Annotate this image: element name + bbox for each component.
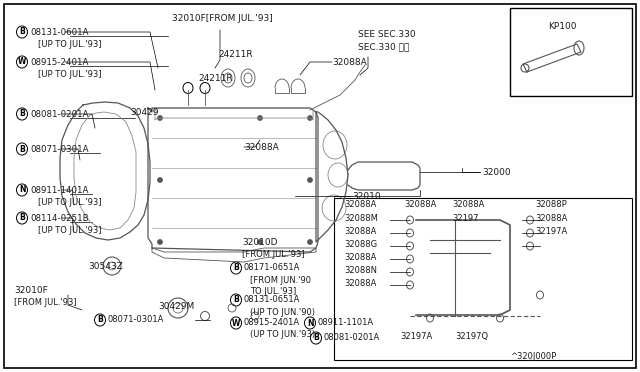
Text: B: B bbox=[19, 28, 25, 36]
Text: [UP TO JUL.'93]: [UP TO JUL.'93] bbox=[38, 40, 102, 49]
Text: 32010F[FROM JUL.'93]: 32010F[FROM JUL.'93] bbox=[172, 14, 273, 23]
Text: N: N bbox=[307, 318, 313, 327]
Text: 08171-0651A: 08171-0651A bbox=[244, 263, 300, 272]
Ellipse shape bbox=[307, 115, 312, 121]
Text: 32088A: 32088A bbox=[344, 279, 376, 288]
Ellipse shape bbox=[157, 115, 163, 121]
Text: [FROM JUL.'93]: [FROM JUL.'93] bbox=[242, 250, 305, 259]
Text: 08915-2401A: 08915-2401A bbox=[244, 318, 300, 327]
Text: 32197A: 32197A bbox=[535, 227, 567, 236]
Text: 08071-0301A: 08071-0301A bbox=[108, 315, 164, 324]
Text: 24211R: 24211R bbox=[218, 50, 253, 59]
Text: 32197Q: 32197Q bbox=[455, 332, 488, 341]
Text: 32088A: 32088A bbox=[344, 253, 376, 262]
Text: 32088M: 32088M bbox=[344, 214, 378, 223]
Text: 08131-0601A: 08131-0601A bbox=[30, 28, 88, 37]
Text: 32088A: 32088A bbox=[244, 143, 279, 152]
Text: SEE SEC.330: SEE SEC.330 bbox=[358, 30, 415, 39]
Text: 30429: 30429 bbox=[130, 108, 159, 117]
Text: 08911-1101A: 08911-1101A bbox=[318, 318, 374, 327]
Text: W: W bbox=[18, 58, 26, 67]
Text: 30429M: 30429M bbox=[158, 302, 195, 311]
Ellipse shape bbox=[307, 177, 312, 183]
Text: 24211R: 24211R bbox=[198, 74, 232, 83]
Text: 32088P: 32088P bbox=[535, 200, 567, 209]
Text: SEC.330 参照: SEC.330 参照 bbox=[358, 42, 410, 51]
Ellipse shape bbox=[157, 240, 163, 244]
Text: N: N bbox=[19, 186, 25, 195]
Text: B: B bbox=[19, 214, 25, 222]
Text: (UP TO JUN.'90): (UP TO JUN.'90) bbox=[250, 308, 315, 317]
Text: 32088A: 32088A bbox=[344, 200, 376, 209]
Text: B: B bbox=[19, 109, 25, 119]
Text: 32197A: 32197A bbox=[400, 332, 432, 341]
Text: 08081-0201A: 08081-0201A bbox=[324, 333, 380, 342]
Text: 32088A: 32088A bbox=[344, 227, 376, 236]
Text: 32010F: 32010F bbox=[14, 286, 48, 295]
Text: [UP TO JUL.'93]: [UP TO JUL.'93] bbox=[38, 226, 102, 235]
Text: 32088A: 32088A bbox=[404, 200, 436, 209]
Text: B: B bbox=[313, 334, 319, 343]
Text: 32088A: 32088A bbox=[452, 200, 484, 209]
Text: (UP TO JUN.'93): (UP TO JUN.'93) bbox=[250, 330, 315, 339]
Text: 32010: 32010 bbox=[352, 192, 381, 201]
Text: B: B bbox=[233, 263, 239, 273]
Text: KP100: KP100 bbox=[548, 22, 577, 31]
Text: 08081-0201A: 08081-0201A bbox=[30, 110, 88, 119]
Text: 08915-2401A: 08915-2401A bbox=[30, 58, 88, 67]
Text: 08071-0301A: 08071-0301A bbox=[30, 145, 88, 154]
Text: 32088N: 32088N bbox=[344, 266, 377, 275]
Text: 32088A: 32088A bbox=[332, 58, 367, 67]
Text: TO JUL.'93]: TO JUL.'93] bbox=[250, 287, 296, 296]
Bar bbox=[334, 198, 632, 360]
Ellipse shape bbox=[307, 240, 312, 244]
Text: B: B bbox=[19, 144, 25, 154]
Text: 08114-0251B: 08114-0251B bbox=[30, 214, 88, 223]
Text: [FROM JUL.'93]: [FROM JUL.'93] bbox=[14, 298, 77, 307]
Bar bbox=[510, 8, 632, 96]
Ellipse shape bbox=[257, 240, 262, 244]
Text: 32197: 32197 bbox=[452, 214, 479, 223]
Text: [UP TO JUL.'93]: [UP TO JUL.'93] bbox=[38, 70, 102, 79]
Text: B: B bbox=[233, 295, 239, 305]
Text: B: B bbox=[97, 315, 103, 324]
Text: 32000: 32000 bbox=[482, 168, 511, 177]
Text: 32010D: 32010D bbox=[242, 238, 278, 247]
Text: 08911-1401A: 08911-1401A bbox=[30, 186, 88, 195]
Text: 32088A: 32088A bbox=[535, 214, 568, 223]
Text: 32088G: 32088G bbox=[344, 240, 377, 249]
Text: 08131-0651A: 08131-0651A bbox=[244, 295, 300, 304]
Text: W: W bbox=[232, 318, 240, 327]
Text: 30543Z: 30543Z bbox=[88, 262, 123, 271]
Ellipse shape bbox=[257, 115, 262, 121]
Ellipse shape bbox=[157, 177, 163, 183]
Text: [UP TO JUL.'93]: [UP TO JUL.'93] bbox=[38, 198, 102, 207]
Text: [FROM JUN.'90: [FROM JUN.'90 bbox=[250, 276, 311, 285]
Text: ^320J000P: ^320J000P bbox=[510, 352, 556, 361]
